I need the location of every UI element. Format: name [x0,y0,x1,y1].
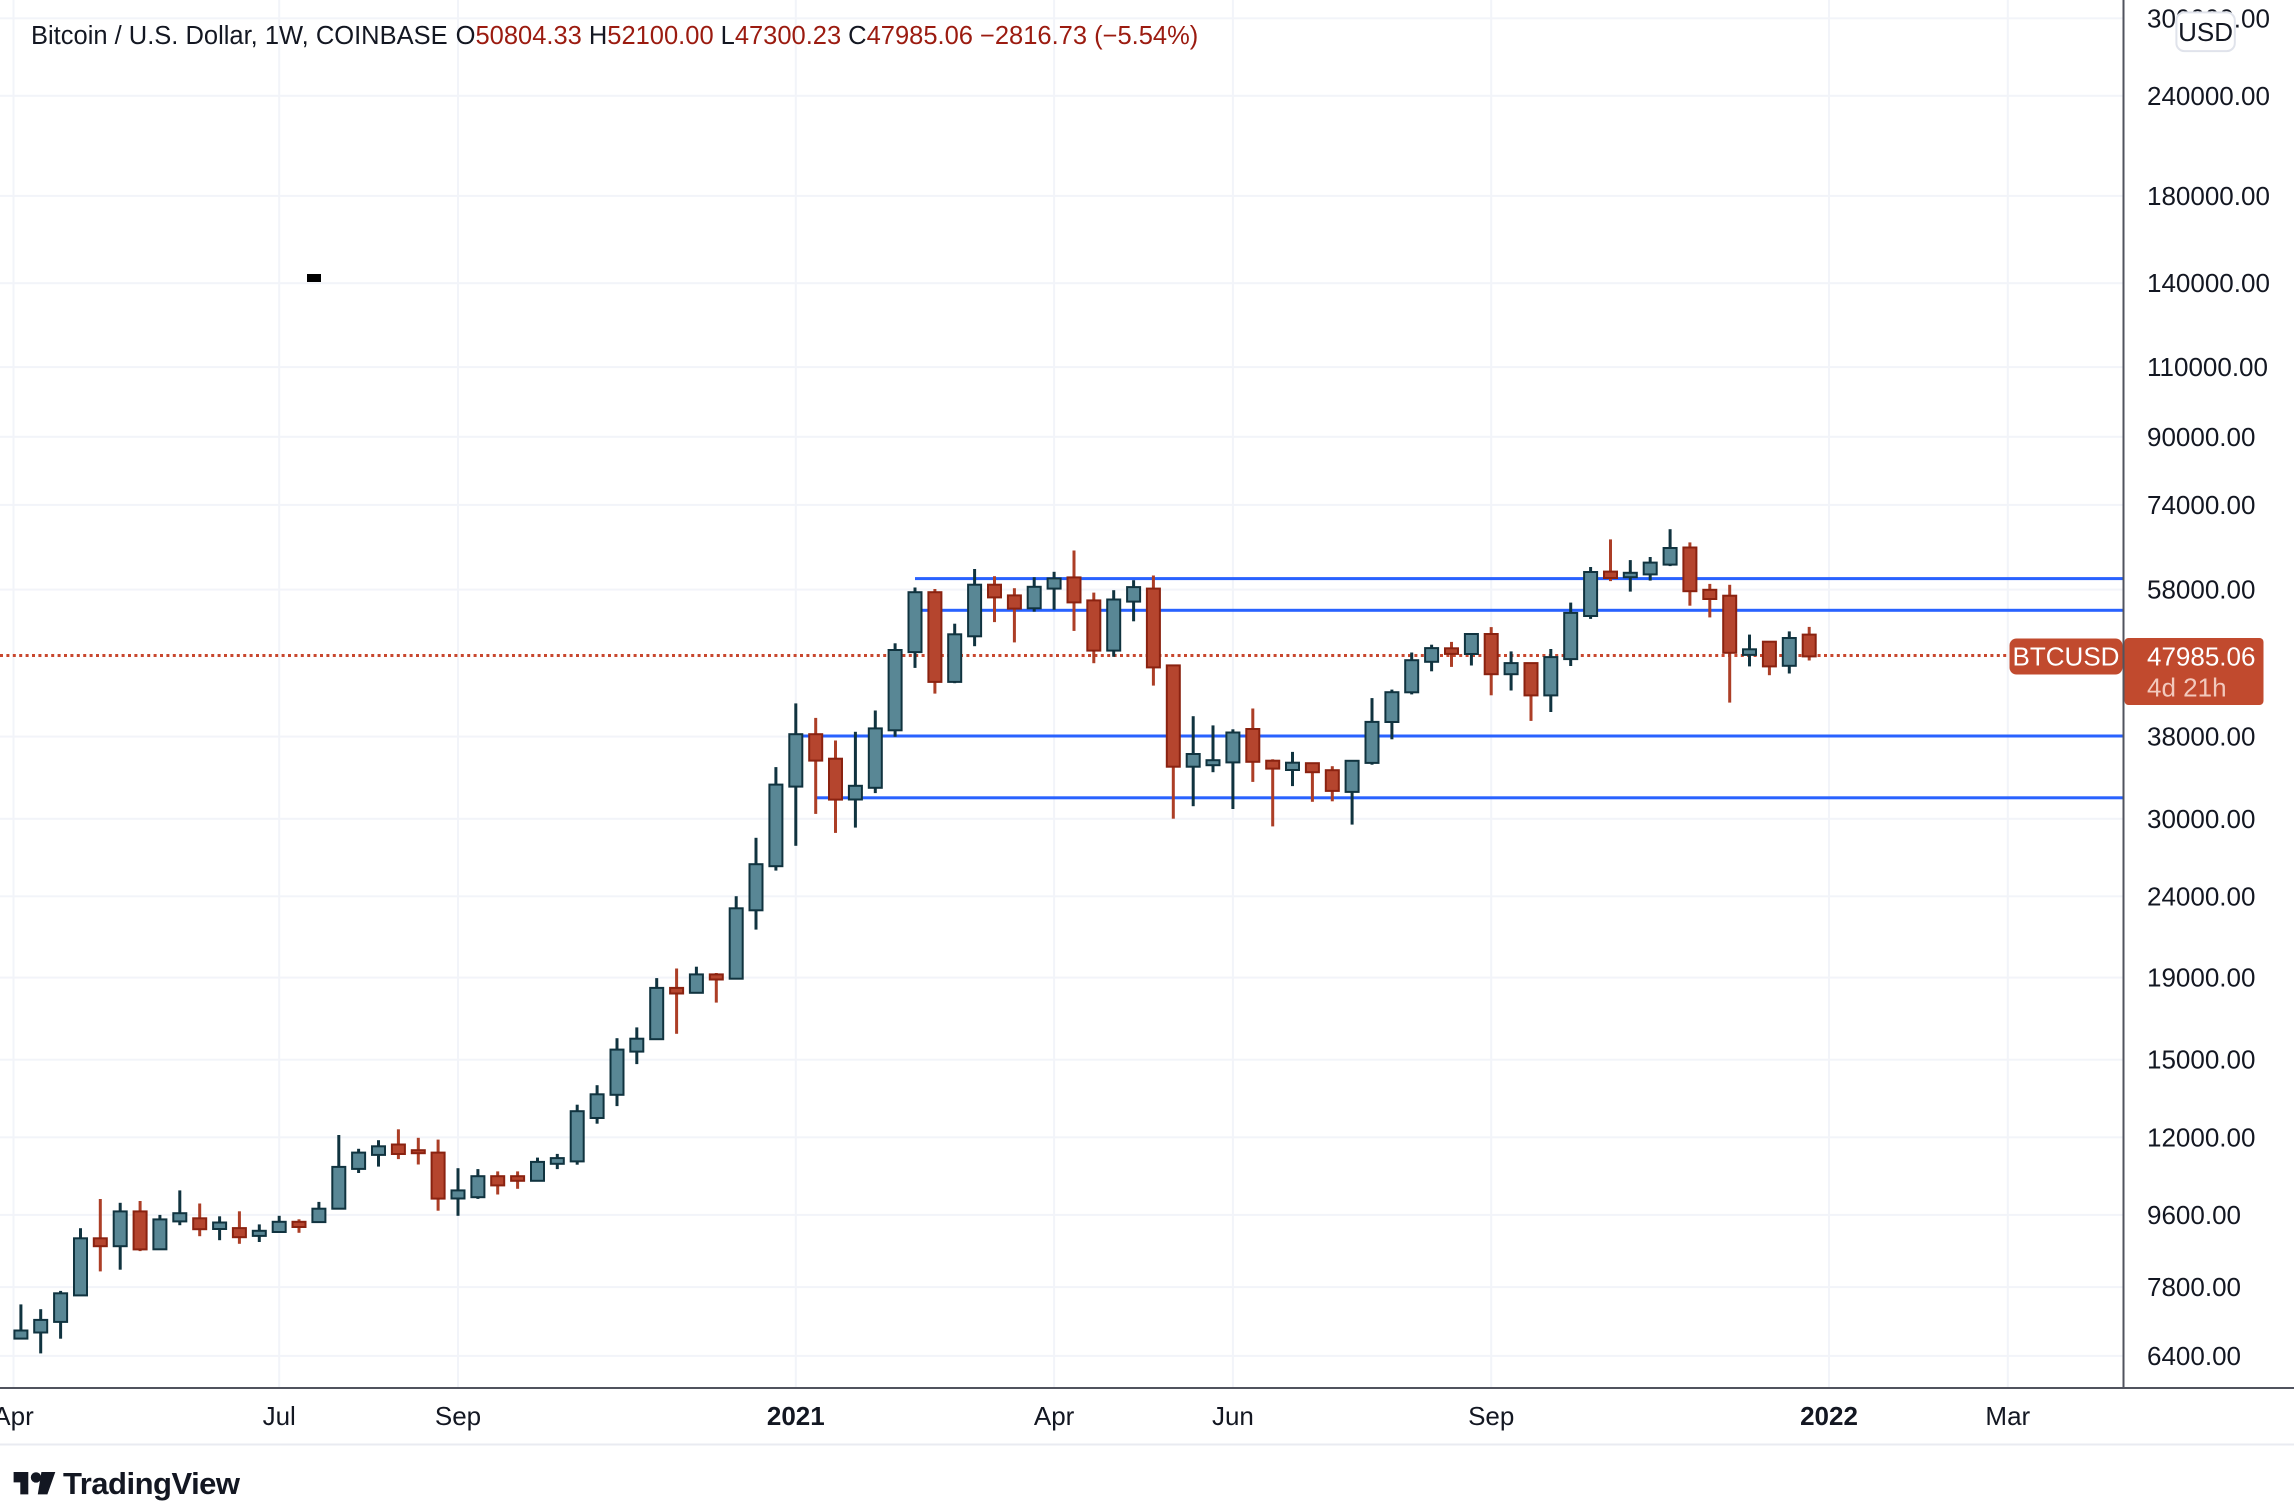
svg-text:74000.00: 74000.00 [2147,490,2255,520]
svg-text:6400.00: 6400.00 [2147,1341,2241,1371]
svg-text:Sep: Sep [1468,1401,1514,1431]
svg-text:12000.00: 12000.00 [2147,1122,2255,1152]
svg-text:47985.06: 47985.06 [2147,642,2255,672]
svg-text:9600.00: 9600.00 [2147,1200,2241,1230]
svg-text:24000.00: 24000.00 [2147,881,2255,911]
svg-text:90000.00: 90000.00 [2147,422,2255,452]
svg-text:180000.00: 180000.00 [2147,181,2270,211]
svg-text:4d 21h: 4d 21h [2147,673,2227,703]
svg-text:BTCUSD: BTCUSD [2013,642,2120,672]
svg-text:USD: USD [2178,17,2233,47]
svg-text:38000.00: 38000.00 [2147,722,2255,752]
svg-text:30000.00: 30000.00 [2147,804,2255,834]
svg-text:19000.00: 19000.00 [2147,963,2255,993]
svg-text:7800.00: 7800.00 [2147,1272,2241,1302]
svg-text:58000.00: 58000.00 [2147,575,2255,605]
svg-text:140000.00: 140000.00 [2147,268,2270,298]
svg-text:Mar: Mar [1985,1401,2030,1431]
svg-text:Jun: Jun [1212,1401,1254,1431]
svg-text:110000.00: 110000.00 [2147,352,2268,382]
svg-text:Apr: Apr [0,1401,34,1431]
svg-text:Bitcoin / U.S. Dollar, 1W, COI: Bitcoin / U.S. Dollar, 1W, COINBASE O5080… [31,22,1198,50]
svg-text:2021: 2021 [767,1401,825,1431]
svg-text:Sep: Sep [435,1401,481,1431]
svg-text:15000.00: 15000.00 [2147,1045,2255,1075]
svg-text:2022: 2022 [1800,1401,1858,1431]
svg-text:TradingView: TradingView [63,1466,241,1501]
svg-text:Jul: Jul [263,1401,296,1431]
svg-text:240000.00: 240000.00 [2147,81,2270,111]
svg-text:Apr: Apr [1034,1401,1075,1431]
